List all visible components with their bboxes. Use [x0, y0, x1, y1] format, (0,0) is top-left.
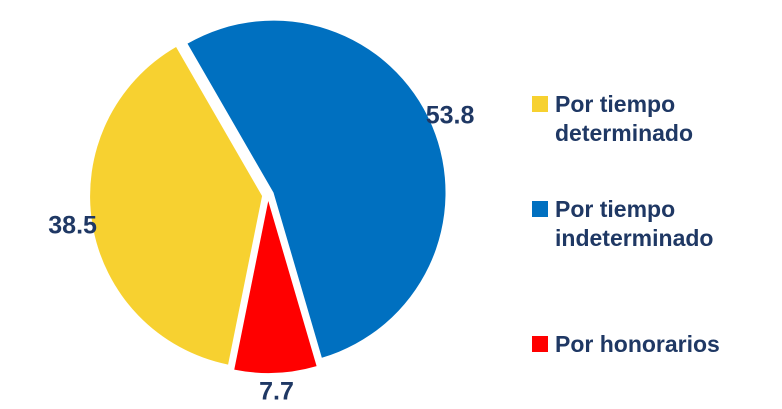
legend-entry: Por tiempo indeterminado	[532, 195, 777, 253]
legend-label: Por honorarios	[555, 331, 720, 357]
data-label: 38.5	[48, 212, 97, 240]
pie-slice	[187, 20, 446, 358]
pie-slice	[90, 47, 263, 365]
data-label: 7.7	[259, 377, 294, 405]
legend-label: Por tiempo determinado	[555, 91, 694, 146]
data-label: 53.8	[426, 102, 475, 130]
pie: 53.8 7.7 38.5	[48, 20, 475, 405]
legend-entry: Por honorarios	[532, 330, 777, 359]
legend-swatch	[532, 336, 548, 352]
legend-entry: Por tiempo determinado	[532, 90, 777, 148]
legend-label: Por tiempo indeterminado	[555, 196, 714, 251]
legend-swatch	[532, 201, 548, 217]
legend-swatch	[532, 96, 548, 112]
pie-slice	[234, 200, 317, 373]
